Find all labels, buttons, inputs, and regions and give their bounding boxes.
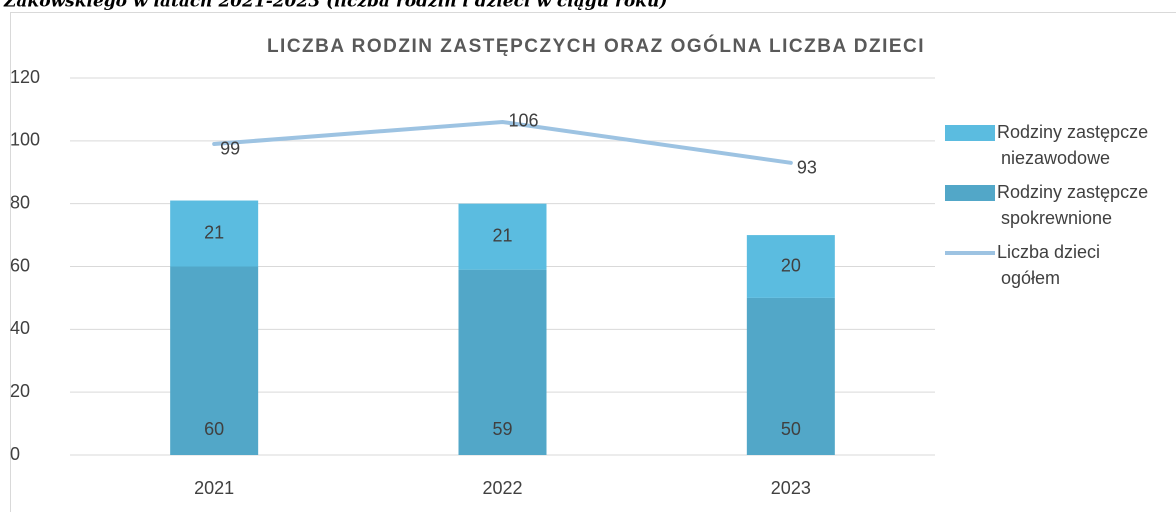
legend-label: Rodziny zastępcze spokrewnione — [997, 182, 1148, 228]
legend-label: Liczba dzieci ogółem — [997, 242, 1100, 288]
bar-segment — [170, 200, 259, 267]
x-tick-label: 2023 — [771, 478, 811, 498]
bar-segment — [170, 266, 259, 455]
data-label: 106 — [509, 111, 539, 131]
data-label: 50 — [781, 419, 801, 439]
legend-swatch — [945, 185, 995, 201]
x-tick-label: 2022 — [482, 478, 522, 498]
legend-swatch — [945, 125, 995, 141]
bar-segment — [458, 269, 547, 455]
y-tick-label: 60 — [10, 255, 30, 275]
heading: Żakowskiego w latach 2021-2023 (liczba r… — [3, 0, 667, 12]
x-tick-label: 2021 — [194, 478, 234, 498]
y-tick-label: 0 — [10, 444, 20, 464]
y-tick-label: 80 — [10, 192, 30, 212]
y-tick-label: 120 — [10, 67, 40, 87]
data-label: 21 — [204, 222, 224, 242]
data-label: 20 — [781, 255, 801, 275]
line — [212, 119, 793, 165]
chart-title: LICZBA RODZIN ZASTĘPCZYCH ORAZ OGÓLNA LI… — [267, 35, 925, 57]
data-label: 99 — [220, 139, 240, 159]
y-tick-label: 20 — [10, 381, 30, 401]
y-tick-label: 100 — [10, 130, 40, 150]
data-label: 59 — [492, 419, 512, 439]
chart-border — [10, 12, 1176, 512]
bar-segment — [746, 235, 835, 298]
bar-segment — [458, 203, 547, 270]
y-tick-label: 40 — [10, 318, 30, 338]
data-label: 21 — [492, 225, 512, 245]
data-label: 93 — [797, 158, 817, 178]
legend-label: Rodziny zastępcze niezawodowe — [997, 122, 1148, 168]
data-label: 60 — [204, 419, 224, 439]
bar-segment — [746, 297, 835, 455]
